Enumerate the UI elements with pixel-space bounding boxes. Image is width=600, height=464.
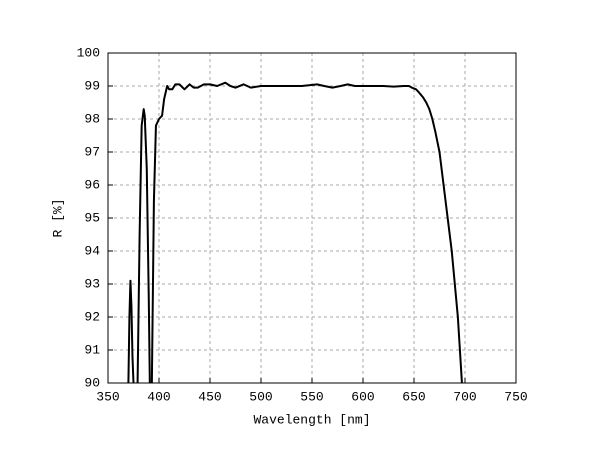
y-tick-label: 91 [84, 342, 100, 357]
y-tick-label: 100 [77, 45, 100, 60]
y-tick-label: 93 [84, 276, 100, 291]
y-tick-label: 95 [84, 210, 100, 225]
x-tick-label: 700 [453, 389, 476, 404]
x-tick-label: 600 [351, 389, 374, 404]
y-tick-label: 90 [84, 375, 100, 390]
y-tick-label: 99 [84, 78, 100, 93]
y-tick-label: 97 [84, 144, 100, 159]
y-tick-label: 94 [84, 243, 100, 258]
x-tick-label: 400 [147, 389, 170, 404]
y-axis-label: R [%] [50, 198, 65, 237]
x-tick-label: 500 [249, 389, 272, 404]
x-tick-label: 650 [402, 389, 425, 404]
x-tick-label: 450 [198, 389, 221, 404]
y-tick-label: 96 [84, 177, 100, 192]
x-tick-label: 750 [504, 389, 527, 404]
x-axis-label: Wavelength [nm] [253, 412, 370, 427]
y-tick-label: 92 [84, 309, 100, 324]
data-line [127, 81, 463, 384]
plot-frame [107, 52, 517, 384]
x-tick-label: 350 [96, 389, 119, 404]
x-tick-label: 550 [300, 389, 323, 404]
y-tick-label: 98 [84, 111, 100, 126]
